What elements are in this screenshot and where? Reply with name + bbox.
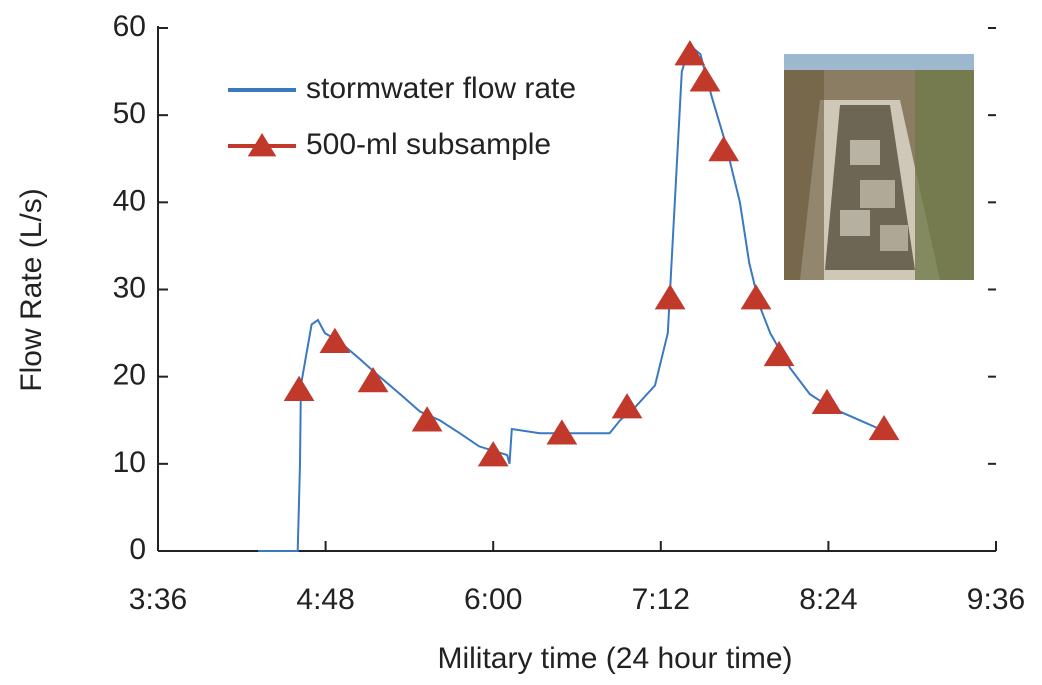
y-tick-label: 0 (129, 533, 146, 566)
y-tick-label: 50 (113, 97, 146, 130)
legend-label: 500-ml subsample (306, 128, 551, 161)
marker (546, 419, 578, 445)
marker (357, 367, 389, 393)
marker (708, 136, 740, 162)
marker (611, 393, 643, 419)
marker (283, 375, 315, 401)
marker (411, 406, 443, 432)
inset-photo (784, 54, 974, 280)
y-tick-label: 60 (113, 10, 146, 43)
y-tick-label: 30 (113, 271, 146, 304)
marker (763, 340, 795, 367)
y-tick-label: 20 (113, 359, 146, 392)
x-tick-label: 7:12 (632, 583, 690, 616)
y-tick-label: 10 (113, 446, 146, 479)
marker (477, 441, 509, 467)
y-axis-label: Flow Rate (L/s) (15, 188, 48, 391)
x-tick-label: 6:00 (464, 583, 522, 616)
marker (654, 284, 686, 310)
marker (674, 40, 706, 66)
legend-label: stormwater flow rate (306, 72, 576, 105)
marker (868, 414, 900, 441)
x-tick-label: 3:36 (129, 583, 187, 616)
marker (740, 284, 772, 310)
x-tick-label: 8:24 (799, 583, 857, 616)
legend-marker (247, 133, 277, 157)
marker (811, 388, 843, 415)
marker (319, 327, 351, 353)
x-axis-label: Military time (24 hour time) (437, 642, 792, 675)
y-tick-label: 40 (113, 184, 146, 217)
x-tick-label: 9:36 (967, 583, 1025, 616)
x-tick-label: 4:48 (296, 583, 354, 616)
marker (689, 66, 721, 92)
